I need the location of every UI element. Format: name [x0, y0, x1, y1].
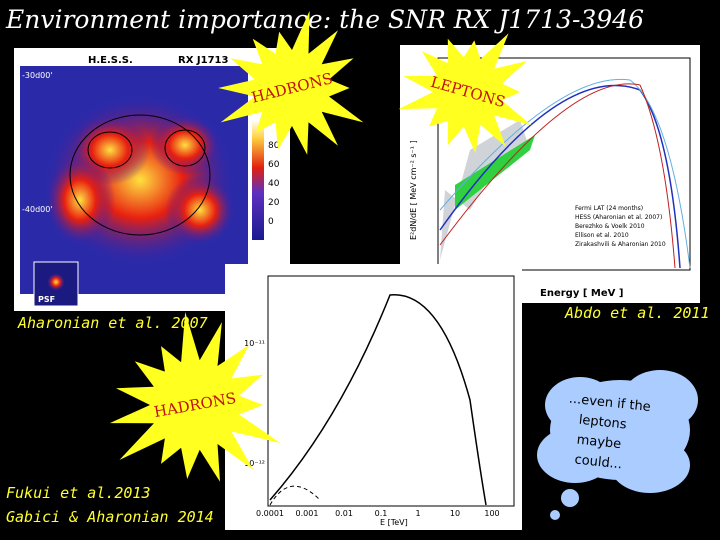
- plot-frame: [225, 264, 522, 530]
- model-curve: [439, 84, 681, 269]
- legend-entry: Zirakashvili & Aharonian 2010: [575, 241, 666, 248]
- plot-area: [267, 275, 515, 507]
- starburst: [218, 10, 364, 155]
- caption: Gabici & Aharonian 2014: [6, 508, 214, 526]
- colorbar-label: 40: [268, 179, 280, 189]
- colorbar-label: 20: [268, 198, 280, 208]
- ra-label: 17h15m: [100, 297, 133, 306]
- legend-entry: Berezhko & Voelk 2010: [575, 223, 645, 230]
- legend-entry: HESS (Aharonian et al. 2007): [575, 214, 662, 221]
- emission-region: [150, 115, 220, 175]
- psf-label: PSF: [38, 295, 55, 304]
- x-tick-label: 0.01: [335, 509, 353, 518]
- contour: [164, 129, 206, 167]
- cloud-bubble: [561, 489, 579, 507]
- cloud-text: could...: [574, 452, 623, 472]
- y-axis-label: E²dN/dE [ MeV cm⁻² s⁻¹ ]: [409, 140, 418, 240]
- source-label: RX J1713: [178, 55, 228, 66]
- telescope-label: H.E.S.S.: [88, 55, 133, 66]
- model-curve: [439, 78, 691, 269]
- colorbar-label: 80: [268, 141, 280, 151]
- cloud-text: maybe: [576, 433, 622, 453]
- emission-region: [45, 155, 115, 245]
- legend-entry: Fermi LAT (24 months): [575, 205, 643, 212]
- x-tick-label: 0.0001: [256, 509, 284, 518]
- cloud-text: leptons: [578, 413, 627, 433]
- spectrum-plot: E [TeV] 0.0001 0.001 0.01 0.1 1 10 100 10⁻¹¹ 10⁻¹…: [225, 264, 522, 530]
- x-axis-label: Energy [ MeV ]: [540, 288, 623, 299]
- starburst: [398, 33, 532, 154]
- colorbar-label: 60: [268, 160, 280, 170]
- x-tick-label: 1: [415, 509, 420, 518]
- x-tick-label: 0.1: [375, 509, 388, 518]
- model-curve: [269, 485, 321, 506]
- cloud: [622, 370, 698, 430]
- cloud: [537, 427, 613, 483]
- emission-region: [165, 175, 235, 245]
- starburst: [109, 312, 281, 482]
- colorbar-label: 0: [268, 217, 274, 227]
- y-tick-label: 10⁻¹¹: [244, 339, 265, 348]
- x-tick-label: 0.001: [296, 509, 319, 518]
- y-tick-label: 10⁻¹²: [244, 459, 265, 468]
- dec-label: -30d00': [22, 71, 53, 80]
- x-tick-label: 100: [484, 509, 499, 518]
- colorbar: [252, 120, 264, 240]
- cloud: [610, 437, 690, 493]
- x-tick-label: 10: [450, 509, 460, 518]
- caption: Fukui et al.2013: [6, 484, 151, 502]
- contour: [69, 114, 211, 236]
- cloud: [545, 377, 615, 433]
- caption: Aharonian et al. 2007: [17, 314, 208, 332]
- model-curve: [439, 83, 676, 269]
- dec-label: -40d00': [22, 205, 53, 214]
- contour: [87, 131, 133, 169]
- caption: Abdo et al. 2011: [564, 304, 710, 322]
- model-curve: [269, 294, 487, 506]
- psf-spot: [47, 273, 65, 291]
- legend-entry: Ellison et al. 2010: [575, 232, 629, 239]
- cloud-bubble: [550, 510, 560, 520]
- fermi-band: [455, 135, 535, 210]
- x-axis-label: E [TeV]: [380, 518, 408, 527]
- slide-title: Environment importance: the SNR RX J1713…: [5, 5, 644, 34]
- plot-area: [437, 57, 691, 271]
